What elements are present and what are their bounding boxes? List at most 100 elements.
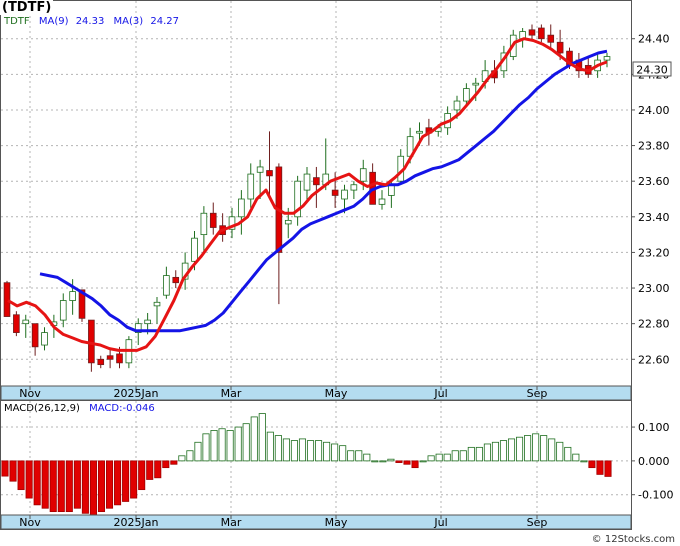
macd-bar [162, 460, 170, 469]
candle-body [538, 27, 545, 40]
legend-ticker: TDTF [3, 16, 30, 27]
candle-body [528, 29, 536, 36]
price-y-tick-label: 23.80 [638, 140, 670, 153]
candle [247, 163, 255, 208]
price-grid [1, 1, 631, 386]
x-tick-label: Sep [527, 516, 548, 529]
macd-bar [564, 446, 572, 462]
macd-bar [242, 423, 250, 462]
candle-body [547, 34, 555, 43]
candle-body [284, 219, 292, 225]
candle-body [388, 184, 395, 196]
x-tick-label: Nov [19, 387, 41, 400]
macd-bar [572, 453, 580, 462]
macd-bar [202, 433, 210, 462]
svg-text:MACD(26,12,9) MACD:-0.04: MACD(26,12,9) MACD:-0.046 [4, 403, 155, 414]
candle-body [256, 166, 264, 173]
macd-y-tick-label: -0.100 [638, 489, 673, 502]
candle [603, 52, 611, 68]
candle [78, 289, 86, 322]
macd-bar [371, 460, 379, 463]
candle [294, 175, 301, 226]
price-y-tick-label: 23.00 [638, 282, 670, 295]
candle [31, 323, 39, 356]
macd-bar [234, 426, 242, 462]
x-tick-label: 2025Jan [114, 516, 159, 529]
svg-text:TDTF MA(9) 24.33: TDTF MA(9) 24.33 MA(3) 24.27 [3, 16, 179, 27]
candle [13, 311, 20, 337]
last-price-label: 24.30 [636, 64, 668, 77]
macd-bar [226, 430, 234, 462]
macd-legend-value: MACD:-0.046 [89, 403, 155, 414]
moving-averages [7, 37, 608, 352]
candle-body [359, 168, 367, 182]
macd-y-tick-label: 0.100 [638, 421, 670, 434]
candle [163, 266, 170, 299]
macd-bar [395, 460, 403, 463]
macd-bar [347, 450, 355, 462]
macd-bar [250, 416, 258, 462]
legend-ma9-label: MA(9) [39, 16, 69, 27]
macd-bar [194, 441, 202, 462]
candle [3, 280, 11, 317]
candle-body [228, 216, 236, 230]
macd-bar [33, 460, 41, 506]
ma3-line [7, 37, 608, 352]
macd-bar [210, 430, 218, 462]
legend-ma3-value: 24.27 [150, 16, 179, 27]
watermark: © 12Stocks.com [592, 534, 675, 545]
macd-bar [588, 460, 596, 469]
candle [209, 202, 217, 235]
macd-bar [315, 440, 323, 462]
macd-x-axis-band [0, 514, 632, 530]
candle-body [472, 82, 480, 86]
candle [256, 159, 264, 199]
macd-bar [435, 453, 443, 462]
price-y-tick-label: 23.20 [638, 246, 670, 259]
x-tick-label: 2025Jan [114, 387, 159, 400]
x-tick-label: Mar [221, 516, 242, 529]
price-y-tick-label: 24.00 [638, 104, 670, 117]
x-tick-label: Sep [527, 387, 548, 400]
macd-bar [1, 460, 9, 477]
price-panel: 22.60 22.80 23.00 23.20 23.40 23.60 23.80 24.00… [0, 0, 672, 401]
macd-bar [379, 460, 387, 463]
candle [200, 206, 208, 253]
candle-body [59, 300, 67, 321]
candle-body [41, 332, 48, 346]
legend-ma9-value: 24.33 [76, 16, 105, 27]
macd-x-axis: Nov 2025Jan Mar May Jul Sep [19, 515, 547, 529]
macd-bar [459, 450, 467, 462]
macd-bar [138, 460, 146, 491]
candle-body [294, 180, 301, 218]
candle [528, 24, 536, 39]
x-tick-label: May [325, 387, 348, 400]
macd-bar [49, 460, 57, 513]
macd-bar [339, 445, 347, 462]
candle-body [303, 173, 311, 191]
price-x-axis: Nov 2025Jan Mar May Jul Sep [19, 386, 547, 400]
candle [378, 190, 386, 210]
macd-bar [57, 460, 65, 513]
candle-body [238, 198, 245, 218]
macd-bar [507, 438, 516, 462]
macd-bar [403, 460, 411, 465]
macd-bar [387, 458, 395, 462]
candle [538, 24, 545, 43]
candle [238, 190, 245, 235]
macd-bar [170, 460, 178, 465]
candle [472, 77, 480, 102]
macd-bar [532, 433, 540, 462]
macd-bar [122, 460, 130, 502]
macd-bar [491, 441, 499, 462]
macd-panel-frame [0, 400, 632, 530]
candle [228, 207, 236, 239]
legend-ma3-label: MA(3) [114, 16, 144, 27]
candle [172, 270, 180, 289]
macd-bar [355, 450, 363, 462]
candle-body [153, 301, 161, 307]
macd-bar [65, 460, 73, 513]
candle [97, 355, 105, 369]
candle-body [191, 237, 198, 262]
macd-bar [218, 428, 226, 462]
